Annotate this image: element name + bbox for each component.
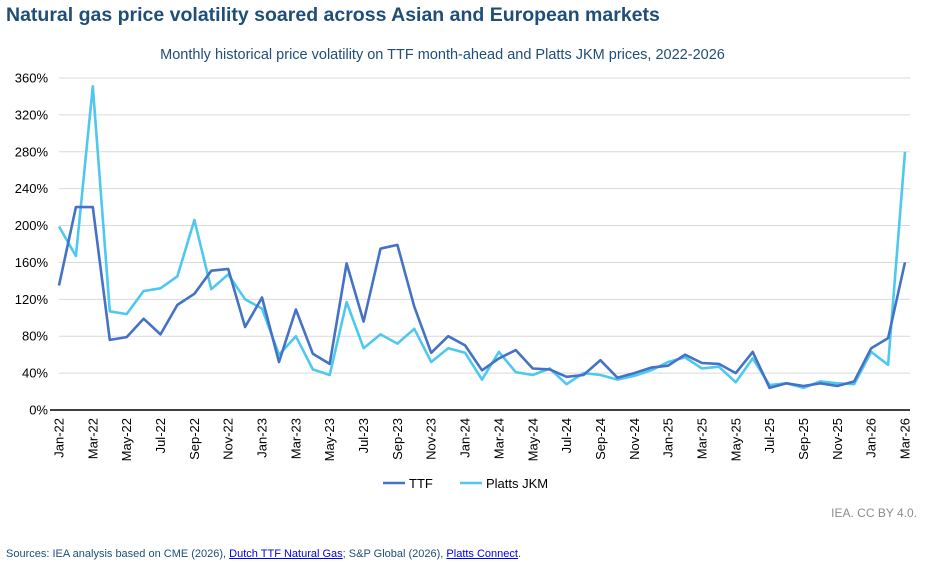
y-tick-label: 240%: [15, 181, 49, 196]
platts-connect-link[interactable]: Platts Connect: [446, 548, 518, 560]
x-tick-label: Mar-23: [288, 418, 303, 459]
x-tick-label: Nov-24: [627, 418, 642, 460]
x-tick-label: Nov-22: [221, 418, 236, 460]
x-tick-label: Sep-25: [796, 418, 811, 460]
series-line-platts-jkm: [57, 85, 907, 390]
x-tick-label: Jan-24: [458, 418, 473, 458]
y-tick-label: 280%: [15, 144, 49, 159]
x-tick-label: Mar-22: [85, 418, 100, 459]
series-line-ttf: [57, 205, 907, 390]
sources-prefix: Sources: IEA analysis based on CME (2026…: [6, 548, 230, 560]
x-tick-label: Nov-25: [830, 418, 845, 460]
credit-text: IEA. CC BY 4.0.: [831, 506, 917, 520]
sources-middle: ; S&P Global (2026),: [342, 548, 447, 560]
y-tick-label: 80%: [22, 329, 48, 344]
y-tick-label: 320%: [15, 107, 49, 122]
chart-subtitle: Monthly historical price volatility on T…: [160, 47, 725, 63]
y-tick-label: 360%: [15, 71, 49, 86]
legend-label: Platts JKM: [486, 476, 548, 491]
x-tick-label: Mar-25: [694, 418, 709, 459]
x-tick-label: Sep-22: [187, 418, 202, 460]
x-tick-label: Nov-23: [424, 418, 439, 460]
sources-text: Sources: IEA analysis based on CME (2026…: [6, 548, 521, 560]
x-tick-label: Jan-23: [255, 418, 270, 458]
dutch-ttf-link[interactable]: Dutch TTF Natural Gas: [229, 548, 343, 560]
sources-suffix: .: [517, 548, 522, 560]
y-tick-label: 0%: [29, 403, 48, 418]
chart-title: Natural gas price volatility soared acro…: [6, 4, 660, 26]
x-tick-label: Sep-24: [593, 418, 608, 460]
x-tick-label: May-24: [525, 418, 540, 461]
y-tick-label: 40%: [22, 366, 48, 381]
legend-label: TTF: [409, 476, 433, 491]
x-tick-label: Jan-22: [52, 418, 67, 458]
x-tick-label: Jul-24: [559, 418, 574, 453]
y-tick-label: 160%: [15, 255, 49, 270]
x-tick-label: Jan-25: [661, 418, 676, 458]
x-tick-label: May-23: [322, 418, 337, 461]
x-tick-label: May-22: [119, 418, 134, 461]
y-tick-label: 120%: [15, 292, 49, 307]
x-tick-label: Jan-26: [864, 418, 879, 458]
x-tick-label: Mar-26: [898, 418, 913, 459]
y-tick-label: 200%: [15, 218, 49, 233]
x-tick-label: Sep-23: [390, 418, 405, 460]
x-tick-label: Jul-23: [356, 418, 371, 453]
x-tick-label: Jul-22: [153, 418, 168, 453]
x-tick-label: Jul-25: [762, 418, 777, 453]
x-tick-label: Mar-24: [491, 418, 506, 459]
x-tick-label: May-25: [728, 418, 743, 461]
